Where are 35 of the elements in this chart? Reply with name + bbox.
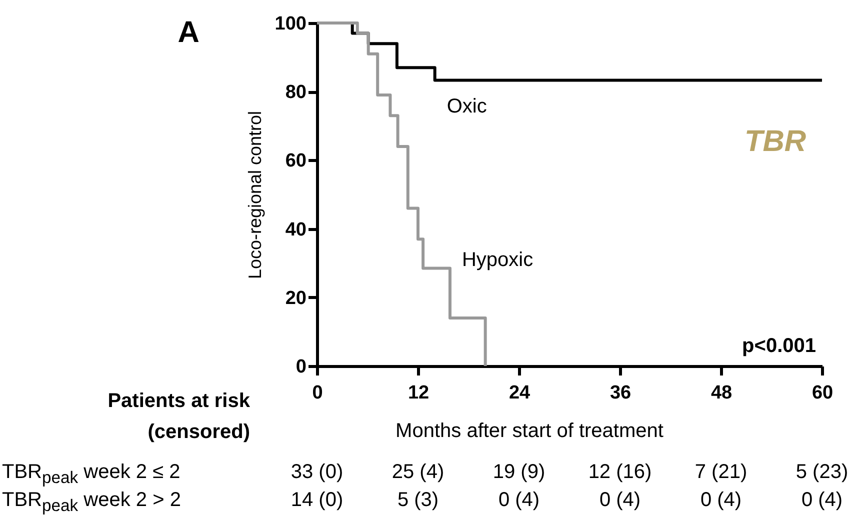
text: 5 (3) <box>397 489 439 511</box>
x-tick-label: 24 <box>508 382 530 404</box>
text: 12 (16) <box>588 461 652 483</box>
text: (censored) <box>148 421 250 443</box>
y-axis-title: Loco-regional control <box>244 110 265 280</box>
y-tick-label: 40 <box>285 219 306 240</box>
text: Patients at risk <box>108 390 250 412</box>
series-label: Hypoxic <box>462 248 534 271</box>
x-tick-label: 60 <box>812 382 834 404</box>
text: 19 (9) <box>492 461 546 483</box>
y-tick-label: 20 <box>285 288 306 309</box>
annotation: TBR <box>744 125 806 158</box>
text: 0 (4) <box>700 489 742 511</box>
text: 7 (21) <box>694 461 748 483</box>
text: 33 (0) <box>290 461 344 483</box>
y-tick-label: 60 <box>285 150 306 172</box>
text: TBR$_{peak}$ week 2 > 2 <box>2 489 181 515</box>
annotation: p<0.001 <box>742 335 816 357</box>
text: 0 (4) <box>498 489 540 511</box>
y-tick-label: 80 <box>285 82 306 104</box>
series-label: Oxic <box>446 95 487 118</box>
x-tick-label: 12 <box>408 382 430 404</box>
text: 14 (0) <box>290 489 344 511</box>
text: 0 (4) <box>801 489 843 511</box>
x-axis-title: Months after start of treatment <box>396 420 664 442</box>
x-tick-label: 36 <box>610 382 632 404</box>
text: 0 (4) <box>599 489 641 511</box>
text: 25 (4) <box>392 461 444 483</box>
x-tick-label: 0 <box>312 382 323 404</box>
text: TBR$_{peak}$ week 2 ≤ 2 <box>2 461 180 487</box>
text: 5 (23) <box>796 461 848 483</box>
text: A <box>178 16 200 49</box>
x-tick-label: 48 <box>710 382 732 404</box>
y-tick-label: 0 <box>296 356 306 378</box>
y-tick-label: 100 <box>274 14 306 34</box>
